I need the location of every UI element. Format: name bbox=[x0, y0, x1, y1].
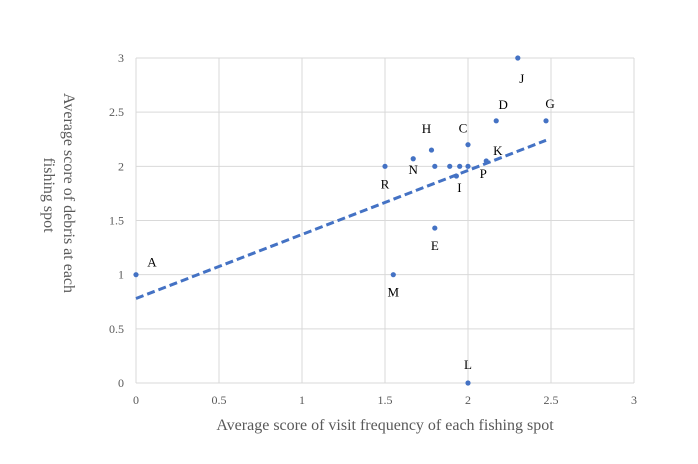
y-axis-title-line-2: fishing spot bbox=[40, 157, 57, 233]
y-tick-label: 1 bbox=[118, 268, 124, 282]
x-tick-label: 3 bbox=[631, 393, 637, 407]
y-tick-label: 1.5 bbox=[109, 214, 124, 228]
x-axis-title: Average score of visit frequency of each… bbox=[216, 417, 554, 434]
data-point bbox=[465, 380, 471, 386]
point-label-j: J bbox=[519, 71, 524, 86]
y-tick-label: 2.5 bbox=[109, 105, 124, 119]
data-point bbox=[447, 163, 453, 169]
y-tick-label: 2 bbox=[118, 159, 124, 173]
data-point bbox=[493, 118, 499, 124]
x-tick-label: 2 bbox=[465, 393, 471, 407]
x-tick-label: 0.5 bbox=[212, 393, 227, 407]
data-point bbox=[483, 158, 489, 164]
x-tick-label: 2.5 bbox=[544, 393, 559, 407]
point-label-h: H bbox=[422, 121, 431, 136]
x-tick-label: 1 bbox=[299, 393, 305, 407]
data-point bbox=[432, 225, 438, 231]
y-tick-label: 0.5 bbox=[109, 322, 124, 336]
data-point bbox=[382, 163, 388, 169]
grid-lines bbox=[135, 57, 635, 384]
x-tick-labels: 0 0.5 1 1.5 2 2.5 3 bbox=[133, 393, 637, 407]
data-point bbox=[465, 163, 471, 169]
point-label-d: D bbox=[499, 97, 508, 112]
point-labels: A M R N H E I C L P DJ G K bbox=[147, 71, 554, 372]
trendline bbox=[135, 138, 547, 300]
x-tick-label: 0 bbox=[133, 393, 139, 407]
data-point bbox=[410, 156, 416, 162]
point-label-n: N bbox=[409, 162, 419, 177]
point-label-a: A bbox=[147, 255, 157, 270]
point-label-c: C bbox=[459, 121, 468, 136]
data-point bbox=[453, 173, 459, 179]
data-points bbox=[133, 55, 549, 386]
point-label-g: G bbox=[545, 96, 554, 111]
y-tick-label: 0 bbox=[118, 376, 124, 390]
y-axis-title: Average score of debris at each fishing … bbox=[40, 93, 77, 297]
point-label-i: I bbox=[457, 180, 461, 195]
data-point bbox=[543, 118, 549, 124]
data-point bbox=[133, 272, 139, 278]
data-point bbox=[457, 163, 463, 169]
point-label-m: M bbox=[388, 285, 400, 300]
point-label-e: E bbox=[431, 238, 439, 253]
point-label-l: L bbox=[464, 357, 472, 372]
data-point bbox=[432, 163, 438, 169]
data-point bbox=[428, 147, 435, 153]
point-label-p: P bbox=[480, 166, 487, 181]
data-point bbox=[515, 55, 521, 61]
y-axis-title-line-1: Average score of debris at each bbox=[60, 93, 77, 293]
point-label-k: K bbox=[493, 143, 503, 158]
y-tick-label: 3 bbox=[118, 51, 124, 65]
trendline-group bbox=[135, 138, 547, 300]
point-label-r: R bbox=[381, 176, 390, 191]
x-tick-label: 1.5 bbox=[378, 393, 393, 407]
data-point bbox=[465, 142, 471, 148]
data-point bbox=[390, 272, 396, 278]
y-tick-labels: 0 0.5 1 1.5 2 2.5 3 bbox=[109, 51, 124, 390]
